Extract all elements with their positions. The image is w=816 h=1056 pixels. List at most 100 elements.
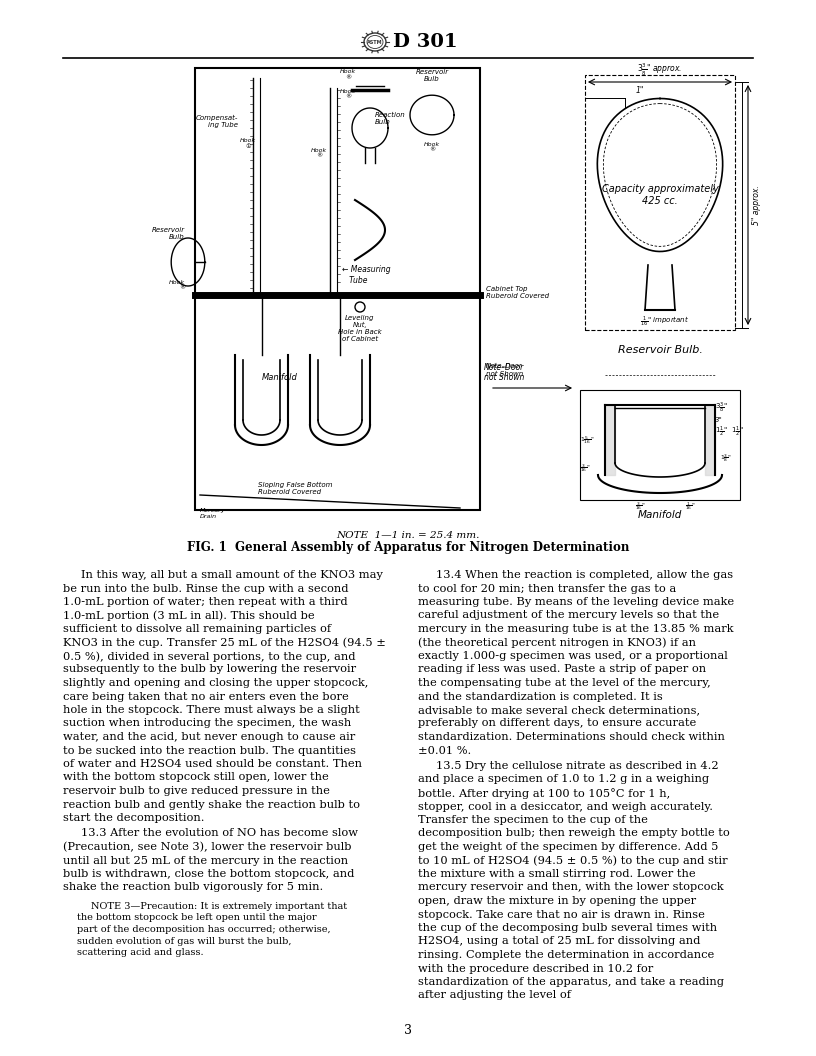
Text: Reservoir
Bulb: Reservoir Bulb: [415, 69, 449, 82]
Text: decomposition bulb; then reweigh the empty bottle to: decomposition bulb; then reweigh the emp…: [418, 829, 730, 838]
Text: H2SO4, using a total of 25 mL for dissolving and: H2SO4, using a total of 25 mL for dissol…: [418, 937, 700, 946]
Text: 3: 3: [404, 1023, 412, 1037]
Text: mercury reservoir and then, with the lower stopcock: mercury reservoir and then, with the low…: [418, 883, 724, 892]
Text: reaction bulb and gently shake the reaction bulb to: reaction bulb and gently shake the react…: [63, 799, 360, 810]
Text: Reservoir Bulb.: Reservoir Bulb.: [618, 345, 703, 355]
Text: slightly and opening and closing the upper stopcock,: slightly and opening and closing the upp…: [63, 678, 368, 689]
Text: subsequently to the bulb by lowering the reservoir: subsequently to the bulb by lowering the…: [63, 664, 356, 675]
Text: rinsing. Complete the determination in accordance: rinsing. Complete the determination in a…: [418, 950, 714, 960]
Text: 5" approx.: 5" approx.: [752, 185, 761, 225]
Text: part of the decomposition has occurred; otherwise,: part of the decomposition has occurred; …: [77, 925, 330, 934]
Text: reading if less was used. Paste a strip of paper on: reading if less was used. Paste a strip …: [418, 664, 706, 675]
Text: measuring tube. By means of the leveling device make: measuring tube. By means of the leveling…: [418, 597, 734, 607]
Text: Manifold: Manifold: [262, 374, 298, 382]
Text: to be sucked into the reaction bulb. The quantities: to be sucked into the reaction bulb. The…: [63, 746, 356, 755]
Text: bottle. After drying at 100 to 105°C for 1 h,: bottle. After drying at 100 to 105°C for…: [418, 788, 670, 799]
Text: of water and H2SO4 used should be constant. Then: of water and H2SO4 used should be consta…: [63, 759, 362, 769]
Text: Hook
®: Hook ®: [340, 70, 356, 80]
Text: careful adjustment of the mercury levels so that the: careful adjustment of the mercury levels…: [418, 610, 719, 621]
Text: Compensat-
ing Tube: Compensat- ing Tube: [196, 115, 238, 128]
Text: 13.3 After the evolution of NO has become slow: 13.3 After the evolution of NO has becom…: [81, 829, 358, 838]
Text: water, and the acid, but never enough to cause air: water, and the acid, but never enough to…: [63, 732, 355, 742]
Text: $1\frac{3}{8}$": $1\frac{3}{8}$": [720, 452, 732, 464]
Text: Hook
①: Hook ①: [240, 138, 256, 149]
Text: the compensating tube at the level of the mercury,: the compensating tube at the level of th…: [418, 678, 711, 689]
Text: the mixture with a small stirring rod. Lower the: the mixture with a small stirring rod. L…: [418, 869, 695, 879]
Text: after adjusting the level of: after adjusting the level of: [418, 991, 571, 1000]
Text: preferably on different days, to ensure accurate: preferably on different days, to ensure …: [418, 718, 696, 729]
Text: hole in the stopcock. There must always be a slight: hole in the stopcock. There must always …: [63, 705, 360, 715]
Text: to cool for 20 min; then transfer the gas to a: to cool for 20 min; then transfer the ga…: [418, 584, 676, 593]
Text: the bottom stopcock be left open until the major: the bottom stopcock be left open until t…: [77, 913, 317, 923]
Bar: [580, 390, 740, 499]
Text: 13.4 When the reaction is completed, allow the gas: 13.4 When the reaction is completed, all…: [436, 570, 733, 580]
Text: In this way, all but a small amount of the KNO3 may: In this way, all but a small amount of t…: [81, 570, 383, 580]
Text: Mercury
Drain: Mercury Drain: [200, 508, 226, 518]
Text: Transfer the specimen to the cup of the: Transfer the specimen to the cup of the: [418, 815, 648, 825]
Text: Hook
®: Hook ®: [169, 280, 185, 290]
Text: 3": 3": [715, 417, 723, 423]
Text: care being taken that no air enters even the bore: care being taken that no air enters even…: [63, 692, 348, 701]
Text: standardization. Determinations should check within: standardization. Determinations should c…: [418, 732, 725, 742]
Text: 13.5 Dry the cellulose nitrate as described in 4.2: 13.5 Dry the cellulose nitrate as descri…: [436, 761, 719, 771]
Text: Hook
®: Hook ®: [424, 142, 440, 153]
Text: suction when introducing the specimen, the wash: suction when introducing the specimen, t…: [63, 718, 351, 729]
Text: 0.5 %), divided in several portions, to the cup, and: 0.5 %), divided in several portions, to …: [63, 650, 356, 661]
Bar: [195, 68, 480, 510]
Text: Reservoir
Bulb: Reservoir Bulb: [152, 227, 185, 240]
Text: and place a specimen of 1.0 to 1.2 g in a weighing: and place a specimen of 1.0 to 1.2 g in …: [418, 774, 709, 785]
Text: Sloping False Bottom
Ruberoid Covered: Sloping False Bottom Ruberoid Covered: [258, 482, 332, 495]
Text: ASTM: ASTM: [367, 39, 383, 44]
Text: Cabinet Top
Ruberoid Covered: Cabinet Top Ruberoid Covered: [486, 285, 549, 299]
Text: start the decomposition.: start the decomposition.: [63, 813, 205, 823]
Text: be run into the bulb. Rinse the cup with a second: be run into the bulb. Rinse the cup with…: [63, 584, 348, 593]
Text: $1\frac{5}{16}$": $1\frac{5}{16}$": [580, 434, 595, 446]
Text: NOTE  1—1 in. = 25.4 mm.: NOTE 1—1 in. = 25.4 mm.: [336, 530, 480, 540]
Text: ← Measuring
   Tube: ← Measuring Tube: [342, 265, 391, 285]
Text: $3\frac{3}{8}$" approx.: $3\frac{3}{8}$" approx.: [637, 62, 683, 78]
Text: sudden evolution of gas will burst the bulb,: sudden evolution of gas will burst the b…: [77, 937, 291, 945]
Text: NOTE 3—Precaution: It is extremely important that: NOTE 3—Precaution: It is extremely impor…: [91, 902, 347, 911]
Text: (the theoretical percent nitrogen in KNO3) if an: (the theoretical percent nitrogen in KNO…: [418, 638, 696, 648]
Text: with the bottom stopcock still open, lower the: with the bottom stopcock still open, low…: [63, 773, 329, 782]
Text: reservoir bulb to give reduced pressure in the: reservoir bulb to give reduced pressure …: [63, 786, 330, 796]
Text: to 10 mL of H2SO4 (94.5 ± 0.5 %) to the cup and stir: to 10 mL of H2SO4 (94.5 ± 0.5 %) to the …: [418, 855, 728, 866]
Text: stopcock. Take care that no air is drawn in. Rinse: stopcock. Take care that no air is drawn…: [418, 909, 705, 920]
Text: scattering acid and glass.: scattering acid and glass.: [77, 948, 204, 957]
Text: D 301: D 301: [393, 33, 458, 51]
Text: Note–Door
not Shown: Note–Door not Shown: [486, 363, 523, 377]
Text: sufficient to dissolve all remaining particles of: sufficient to dissolve all remaining par…: [63, 624, 331, 634]
Text: 1": 1": [636, 86, 644, 95]
Text: Capacity approximately
425 cc.: Capacity approximately 425 cc.: [601, 184, 718, 206]
Text: with the procedure described in 10.2 for: with the procedure described in 10.2 for: [418, 963, 654, 974]
Text: until all but 25 mL of the mercury in the reaction: until all but 25 mL of the mercury in th…: [63, 855, 348, 866]
Bar: [585, 75, 735, 329]
Text: get the weight of the specimen by difference. Add 5: get the weight of the specimen by differ…: [418, 842, 718, 852]
Text: $\frac{1}{16}$" important: $\frac{1}{16}$" important: [640, 315, 690, 329]
Text: Reaction
Bulb: Reaction Bulb: [375, 112, 406, 125]
Text: ±0.01 %.: ±0.01 %.: [418, 746, 472, 755]
Text: standardization of the apparatus, and take a reading: standardization of the apparatus, and ta…: [418, 977, 724, 987]
Text: the cup of the decomposing bulb several times with: the cup of the decomposing bulb several …: [418, 923, 717, 934]
Text: stopper, cool in a desiccator, and weigh accurately.: stopper, cool in a desiccator, and weigh…: [418, 802, 713, 811]
Text: $\frac{1}{16}$": $\frac{1}{16}$": [685, 499, 695, 512]
Text: $\frac{3}{16}$": $\frac{3}{16}$": [580, 463, 591, 474]
Text: Note–Door
not Shown: Note–Door not Shown: [484, 362, 525, 382]
Text: bulb is withdrawn, close the bottom stopcock, and: bulb is withdrawn, close the bottom stop…: [63, 869, 354, 879]
Text: (Precaution, see Note 3), lower the reservoir bulb: (Precaution, see Note 3), lower the rese…: [63, 842, 352, 852]
Text: Manifold: Manifold: [638, 510, 682, 520]
Text: FIG. 1  General Assembly of Apparatus for Nitrogen Determination: FIG. 1 General Assembly of Apparatus for…: [187, 542, 629, 554]
Text: $\frac{3}{16}$": $\frac{3}{16}$": [635, 499, 645, 512]
Text: open, draw the mixture in by opening the upper: open, draw the mixture in by opening the…: [418, 895, 696, 906]
Text: exactly 1.000-g specimen was used, or a proportional: exactly 1.000-g specimen was used, or a …: [418, 650, 728, 661]
Text: advisable to make several check determinations,: advisable to make several check determin…: [418, 705, 700, 715]
Text: and the standardization is completed. It is: and the standardization is completed. It…: [418, 692, 663, 701]
Text: Hook
®: Hook ®: [340, 89, 356, 100]
Text: mercury in the measuring tube is at the 13.85 % mark: mercury in the measuring tube is at the …: [418, 624, 734, 634]
Text: KNO3 in the cup. Transfer 25 mL of the H2SO4 (94.5 ±: KNO3 in the cup. Transfer 25 mL of the H…: [63, 638, 386, 648]
Text: $3\frac{3}{8}$": $3\frac{3}{8}$": [715, 401, 728, 415]
Text: $1\frac{1}{2}$"  $1\frac{1}{2}$": $1\frac{1}{2}$" $1\frac{1}{2}$": [715, 425, 744, 439]
Text: shake the reaction bulb vigorously for 5 min.: shake the reaction bulb vigorously for 5…: [63, 883, 323, 892]
Text: 1.0-mL portion of water; then repeat with a third: 1.0-mL portion of water; then repeat wit…: [63, 597, 348, 607]
Text: Hook
®: Hook ®: [311, 148, 327, 158]
